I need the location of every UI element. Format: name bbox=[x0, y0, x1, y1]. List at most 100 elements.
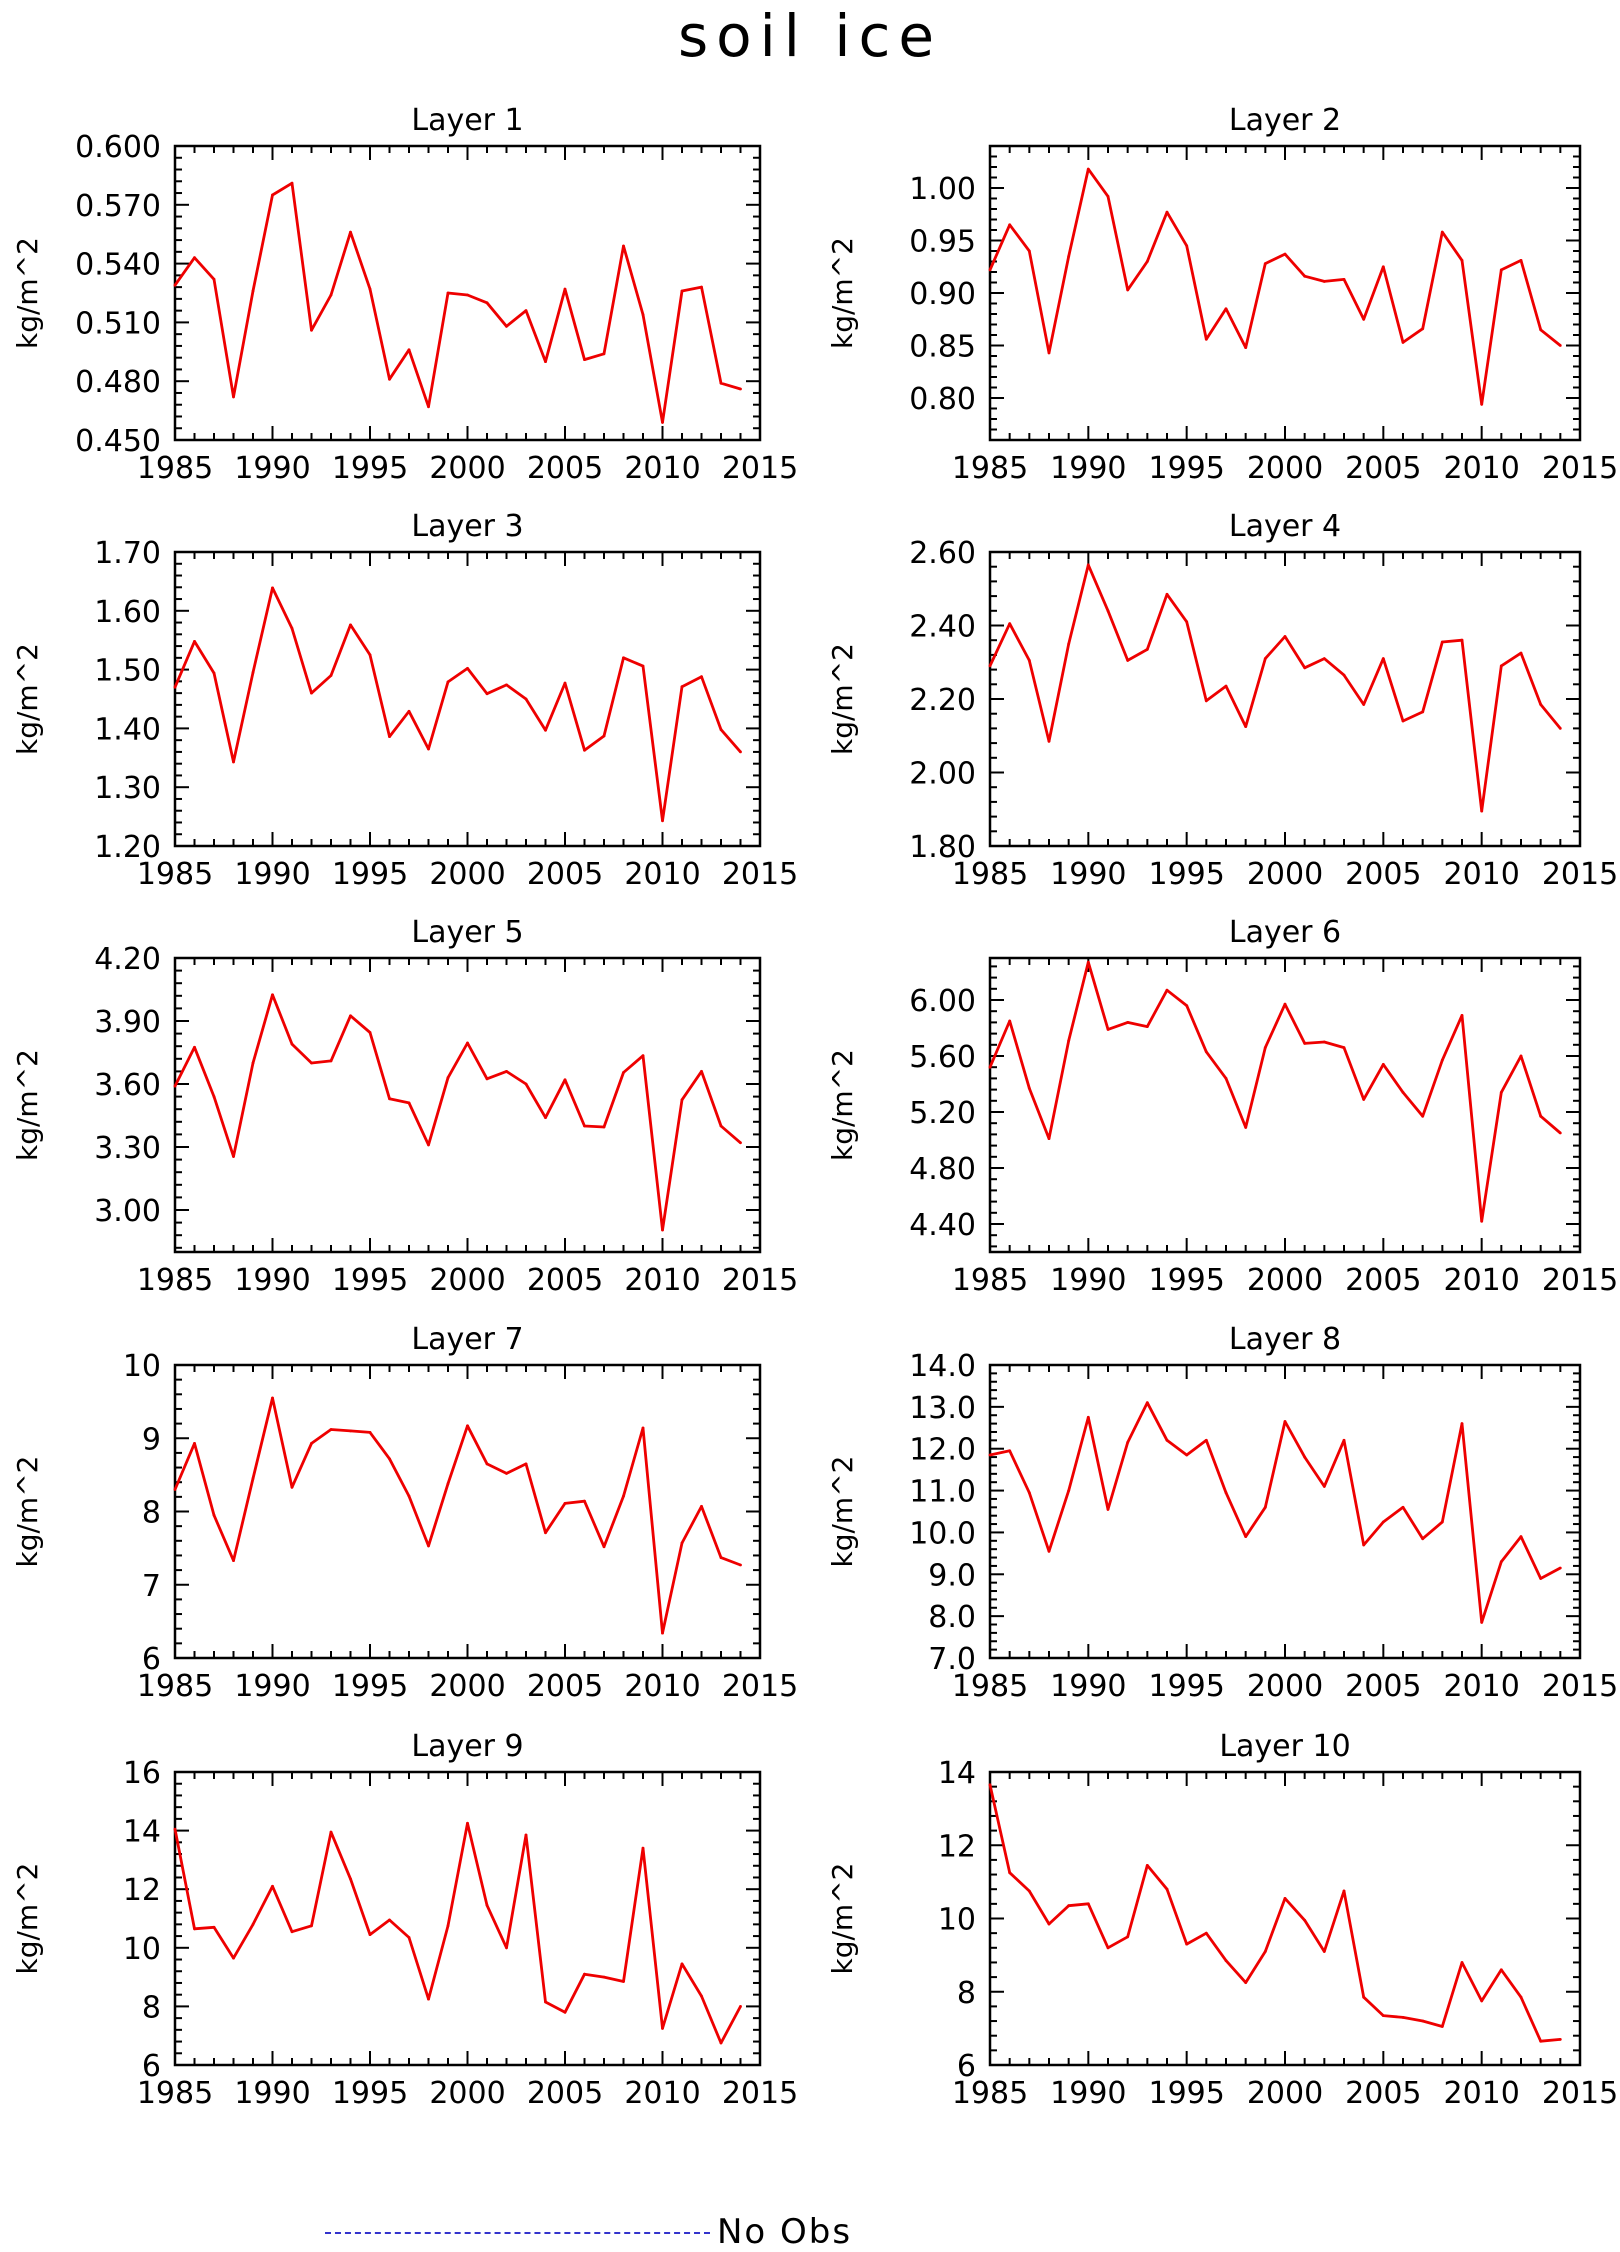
panel-8-xtick-label: 1990 bbox=[1050, 1669, 1126, 1704]
panel-5-ytick-label: 3.00 bbox=[94, 1194, 161, 1229]
panel-2-ytick-label: 0.80 bbox=[909, 382, 976, 417]
panel-10-data-point bbox=[1440, 2025, 1444, 2028]
panel-4-data-point bbox=[1440, 640, 1444, 644]
panel-7-data-point bbox=[583, 1499, 586, 1503]
panel-2-xtick-label: 2010 bbox=[1443, 451, 1519, 486]
panel-1-data-point bbox=[427, 405, 430, 409]
panel-4-data-point bbox=[1303, 666, 1307, 670]
panel-6-data-point bbox=[1047, 1137, 1051, 1140]
panel-3-ytick-label: 1.40 bbox=[94, 712, 161, 747]
panel-9-data-point bbox=[193, 1927, 196, 1931]
panel-10-data-point bbox=[1401, 2016, 1405, 2019]
panel-1-data-point bbox=[622, 244, 625, 248]
panel-3-data-point bbox=[622, 656, 625, 660]
panel-6-data-point bbox=[1204, 1050, 1208, 1054]
panel-10-data-point bbox=[1519, 1995, 1523, 1999]
panel-1-data-point bbox=[563, 287, 567, 291]
panel-9-data-point bbox=[719, 2041, 723, 2045]
panel-6-ytick-label: 5.60 bbox=[909, 1040, 976, 1075]
panel-2-data-point bbox=[1165, 210, 1169, 214]
panel-8-data-point bbox=[1126, 1441, 1130, 1444]
panel-4-data-point bbox=[1322, 657, 1326, 660]
panel-6-series-line bbox=[988, 960, 1562, 1223]
panel-9-ytick-label: 12 bbox=[123, 1873, 161, 1908]
panel-1-xtick-label: 1995 bbox=[332, 451, 408, 486]
panel-7-ytick-label: 7 bbox=[142, 1569, 161, 1604]
panel-10-data-point bbox=[1558, 2038, 1562, 2041]
panel-4-data-point bbox=[1047, 739, 1051, 743]
panel-6-data-point bbox=[1067, 1039, 1071, 1042]
panel-10-xtick-label: 1990 bbox=[1050, 2076, 1126, 2111]
panel-1-ytick-label: 0.540 bbox=[75, 248, 161, 283]
panel-4-data-point bbox=[1106, 609, 1110, 613]
panel-3-data-point bbox=[232, 760, 235, 764]
panel-7-data-point bbox=[368, 1431, 372, 1434]
panel-10-ytick-label: 14 bbox=[938, 1756, 976, 1791]
panel-4-data-point bbox=[1086, 563, 1090, 567]
panel-2-data-point bbox=[1480, 402, 1484, 406]
panel-6-data-point bbox=[1145, 1025, 1149, 1028]
panel-3-data-point bbox=[368, 653, 372, 657]
panel-8-data-point bbox=[1185, 1453, 1189, 1457]
panel-8-data-point bbox=[1145, 1401, 1149, 1405]
panel-4-data-point bbox=[1342, 673, 1346, 677]
panel-5-data-point bbox=[251, 1061, 255, 1065]
panel-1-frame bbox=[173, 144, 762, 442]
panel-5-data-point bbox=[700, 1070, 703, 1073]
panel-2-xtick-label: 2005 bbox=[1345, 451, 1421, 486]
panel-8-ytick-label: 9.0 bbox=[928, 1558, 976, 1593]
panel-9-xtick-label: 2000 bbox=[429, 2076, 505, 2111]
panel-7-data-point bbox=[193, 1442, 196, 1445]
panel-7-data-point bbox=[505, 1472, 508, 1475]
panel-8-data-point bbox=[1047, 1549, 1051, 1553]
panel-7-ytick-label: 8 bbox=[142, 1496, 161, 1531]
panel-5-title: Layer 5 bbox=[411, 915, 523, 950]
panel-6-data-point bbox=[1303, 1042, 1307, 1045]
panel-7-data-point bbox=[212, 1513, 216, 1517]
panel-7-xtick-label: 1990 bbox=[234, 1669, 310, 1704]
panel-6-data-point bbox=[1185, 1004, 1189, 1007]
panel-8-data-point bbox=[1558, 1566, 1562, 1570]
panel-3-data-point bbox=[290, 627, 294, 630]
panel-5-data-point bbox=[310, 1061, 313, 1065]
panel-3-data-point bbox=[271, 586, 274, 590]
panel-1-series-line bbox=[173, 181, 741, 424]
panel-4-ytick-label: 2.20 bbox=[909, 683, 976, 718]
panel-2-data-point bbox=[1185, 244, 1189, 248]
panel-6-data-point bbox=[1362, 1098, 1366, 1101]
panel-4-data-point bbox=[1185, 620, 1189, 624]
panel-7-xtick-label: 2015 bbox=[722, 1669, 798, 1704]
panel-8-data-point bbox=[1342, 1438, 1346, 1442]
panel-10-ytick-label: 8 bbox=[957, 1976, 976, 2011]
panel-6-data-point bbox=[1008, 1019, 1012, 1023]
panel-4-data-point bbox=[1145, 648, 1149, 651]
panel-6-data-point bbox=[1480, 1219, 1484, 1223]
panel-8-ytick-label: 14.0 bbox=[909, 1349, 976, 1384]
panel-2-data-point bbox=[1362, 317, 1366, 321]
panel-1-data-point bbox=[485, 301, 489, 305]
panel-1-data-point bbox=[739, 387, 742, 391]
panel-3-series-line bbox=[173, 586, 742, 823]
panel-4-data-point bbox=[1244, 725, 1248, 728]
panel-4-ytick-label: 2.00 bbox=[909, 757, 976, 792]
panel-3-data-point bbox=[719, 728, 723, 731]
panel-4-data-point bbox=[1460, 638, 1464, 642]
panel-9-xtick-label: 1985 bbox=[137, 2076, 213, 2111]
panel-1-data-point bbox=[193, 256, 196, 260]
panel-3-data-point bbox=[563, 681, 567, 685]
panel-6-data-point bbox=[988, 1065, 992, 1069]
panel-8-ytick-label: 7.0 bbox=[928, 1642, 976, 1677]
panel-3-ytick-label: 1.70 bbox=[94, 536, 161, 571]
panel-5-data-point bbox=[719, 1124, 723, 1128]
panel-9-data-point bbox=[661, 2027, 664, 2030]
panel-7-xtick-label: 2000 bbox=[429, 1669, 505, 1704]
panel-2-data-point bbox=[1244, 346, 1248, 349]
panel-2-ytick-label: 0.90 bbox=[909, 277, 976, 312]
panel-9-data-point bbox=[466, 1821, 469, 1825]
panel-8-data-point bbox=[1086, 1415, 1090, 1419]
panel-2-data-point bbox=[1283, 252, 1287, 256]
panel-9-data-point bbox=[349, 1877, 352, 1881]
panel-1-data-point bbox=[700, 285, 703, 289]
panel-5-data-point bbox=[661, 1228, 664, 1232]
